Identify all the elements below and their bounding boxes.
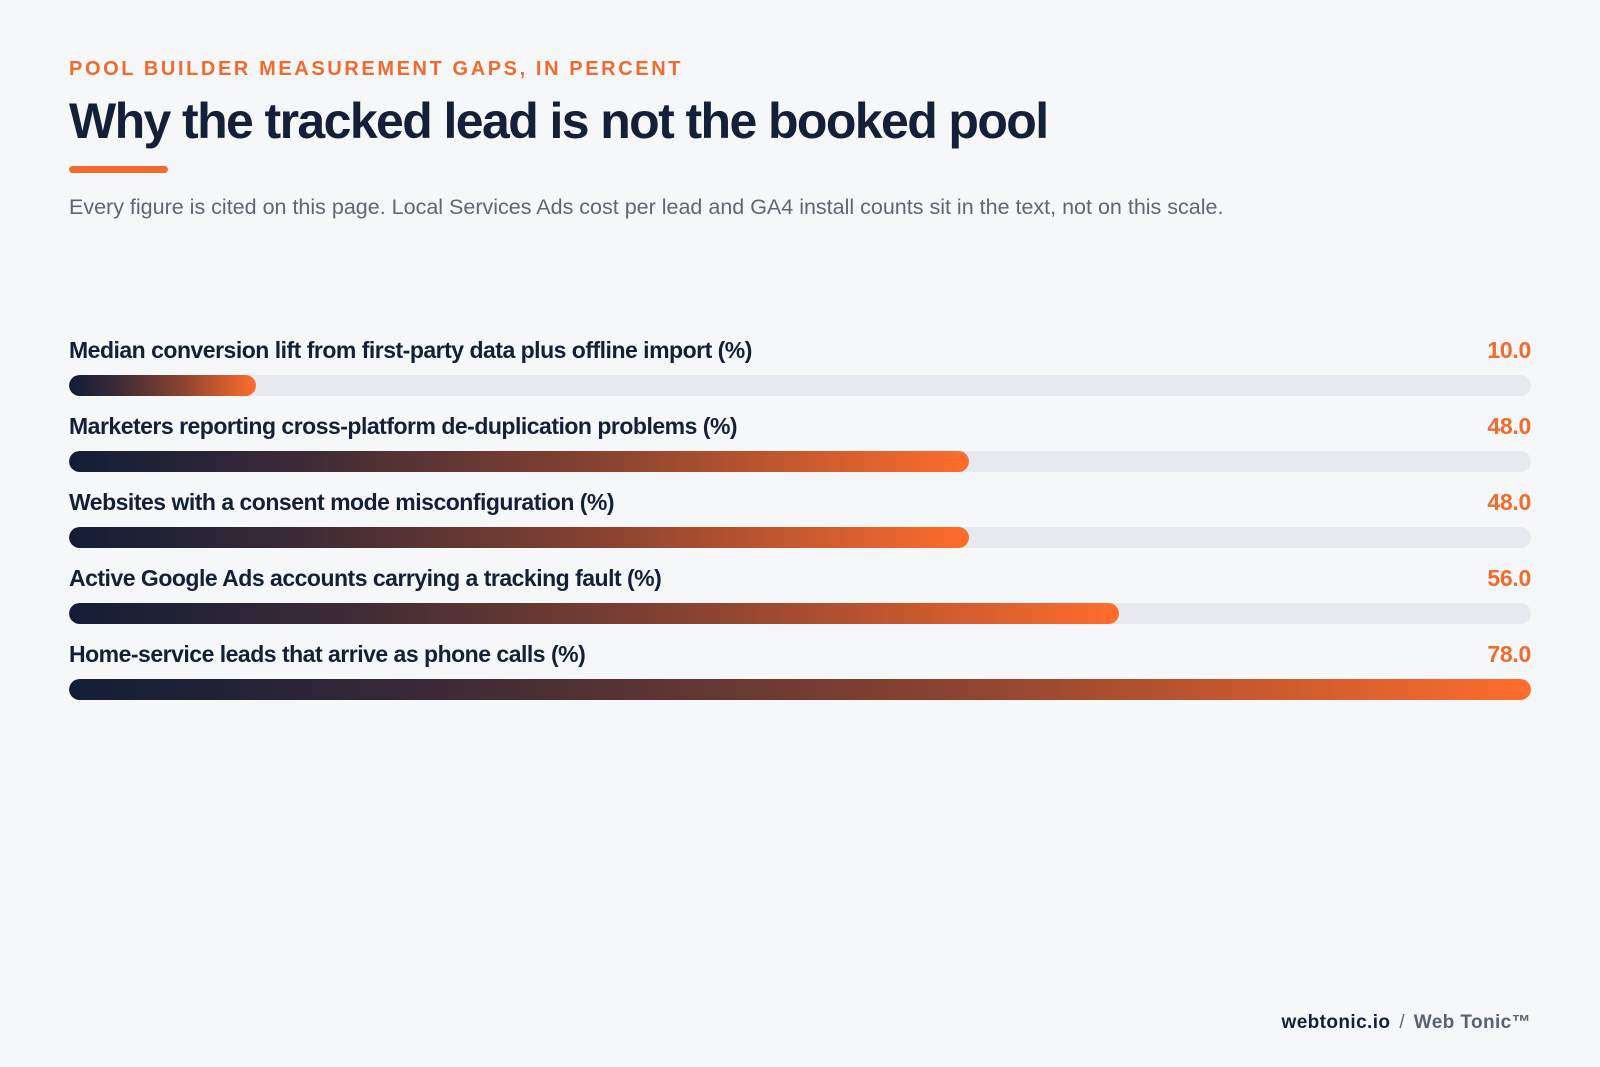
bar-value-label: 10.0	[1487, 337, 1531, 363]
bar-label: Websites with a consent mode misconfigur…	[69, 489, 615, 515]
bar-track	[69, 451, 1531, 472]
bar-label: Home-service leads that arrive as phone …	[69, 641, 586, 667]
bar	[69, 603, 1119, 624]
footer-separator: /	[1399, 1012, 1405, 1033]
bar-label: Marketers reporting cross-platform de-du…	[69, 413, 738, 439]
bar-track	[69, 679, 1531, 700]
bar-row: Marketers reporting cross-platform de-du…	[69, 413, 1531, 473]
bar-value-label: 48.0	[1487, 489, 1531, 515]
chart-frame: POOL BUILDER MEASUREMENT GAPS, IN PERCEN…	[69, 0, 1531, 1067]
chart-eyebrow: POOL BUILDER MEASUREMENT GAPS, IN PERCEN…	[69, 58, 684, 80]
footer-domain: webtonic.io	[1281, 1012, 1391, 1033]
bar-row: Websites with a consent mode misconfigur…	[69, 489, 1531, 549]
footer-brand: Web Tonic™	[1413, 1012, 1531, 1033]
bar-row: Median conversion lift from first-party …	[69, 337, 1531, 397]
bar-track	[69, 375, 1531, 396]
bar-value-label: 48.0	[1487, 413, 1531, 439]
bar-label: Median conversion lift from first-party …	[69, 337, 752, 363]
bar	[69, 375, 256, 396]
bar-track	[69, 603, 1531, 624]
title-accent-rule	[69, 166, 168, 173]
bar-value-label: 78.0	[1487, 641, 1531, 667]
bar-value-label: 56.0	[1487, 565, 1531, 591]
bar-label: Active Google Ads accounts carrying a tr…	[69, 565, 662, 591]
bar	[69, 527, 969, 548]
bar	[69, 679, 1531, 700]
footer-credit: webtonic.io / Web Tonic™	[1282, 1012, 1531, 1034]
chart-title: Why the tracked lead is not the booked p…	[69, 93, 1049, 149]
chart-subtitle: Every figure is cited on this page. Loca…	[69, 195, 1224, 219]
bar-track	[69, 527, 1531, 548]
bar-row: Active Google Ads accounts carrying a tr…	[69, 565, 1531, 625]
bar-row: Home-service leads that arrive as phone …	[69, 641, 1531, 701]
bar	[69, 451, 969, 472]
